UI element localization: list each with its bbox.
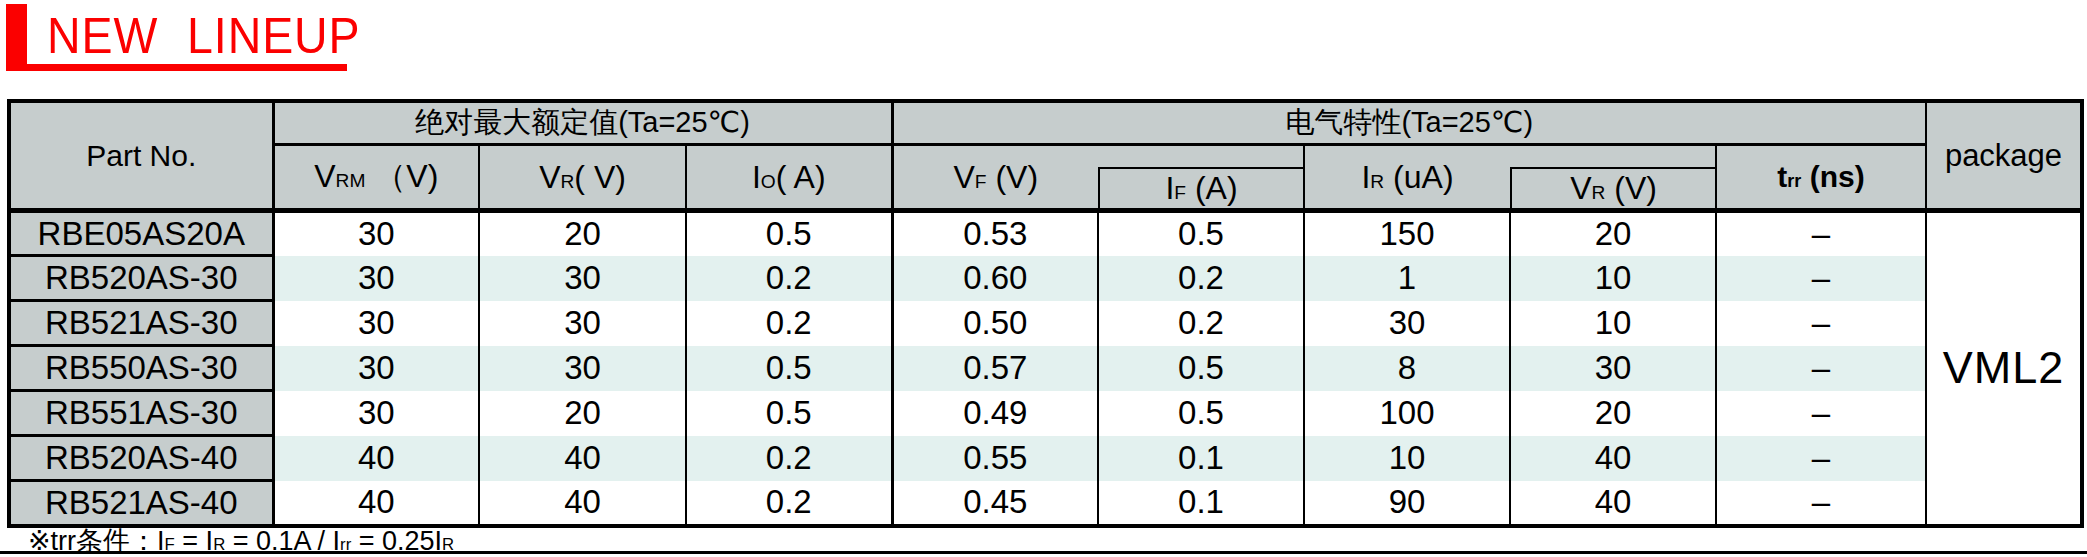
table-row: RB550AS-30 30 30 0.5 0.57 0.5 8 30 –: [9, 346, 2082, 391]
cell-if: 0.2: [1098, 301, 1304, 346]
header-row-groups: Part No. 绝对最大额定值(Ta=25℃) 电气特性(Ta=25℃) pa…: [9, 101, 2082, 145]
cell-if: 0.1: [1098, 436, 1304, 481]
group-header-abs-max: 绝对最大额定值(Ta=25℃): [273, 101, 892, 145]
cell-if: 0.2: [1098, 256, 1304, 301]
cell-vf: 0.53: [892, 211, 1098, 256]
spec-table: Part No. 绝对最大额定值(Ta=25℃) 电气特性(Ta=25℃) pa…: [7, 99, 2084, 528]
cell-io: 0.2: [686, 256, 892, 301]
cell-vf: 0.55: [892, 436, 1098, 481]
cell-part-no: RB550AS-30: [9, 346, 273, 391]
cell-ir: 10: [1304, 436, 1510, 481]
cell-part-no: RB521AS-40: [9, 481, 273, 526]
cell-io: 0.2: [686, 436, 892, 481]
cell-vrm: 30: [273, 211, 479, 256]
cell-if: 0.5: [1098, 346, 1304, 391]
col-header-if: IF (A): [1098, 145, 1304, 211]
table-row: RB551AS-30 30 20 0.5 0.49 0.5 100 20 –: [9, 391, 2082, 436]
col-header-trr: trr (ns): [1716, 145, 1926, 211]
cell-vr-max: 20: [479, 391, 686, 436]
title-accent-bar: [6, 4, 27, 71]
cell-trr: –: [1716, 391, 1926, 436]
col-header-io: IO( A): [686, 145, 892, 211]
cell-vr: 40: [1510, 481, 1716, 526]
cell-io: 0.5: [686, 391, 892, 436]
cell-if: 0.5: [1098, 391, 1304, 436]
cell-vrm: 30: [273, 301, 479, 346]
table-row: RBE05AS20A 30 20 0.5 0.53 0.5 150 20 – V…: [9, 211, 2082, 256]
page-title: NEW LINEUP: [47, 7, 361, 65]
cell-part-no: RB520AS-30: [9, 256, 273, 301]
table-row: RB520AS-40 40 40 0.2 0.55 0.1 10 40 –: [9, 436, 2082, 481]
cell-ir: 90: [1304, 481, 1510, 526]
cell-vrm: 30: [273, 256, 479, 301]
cell-vf: 0.45: [892, 481, 1098, 526]
cell-vrm: 30: [273, 391, 479, 436]
cell-io: 0.2: [686, 481, 892, 526]
cell-vf: 0.60: [892, 256, 1098, 301]
cell-vf: 0.49: [892, 391, 1098, 436]
corner-header-part-no: Part No.: [9, 101, 273, 211]
cell-ir: 100: [1304, 391, 1510, 436]
cell-ir: 150: [1304, 211, 1510, 256]
cell-part-no: RBE05AS20A: [9, 211, 273, 256]
cell-vr-max: 40: [479, 436, 686, 481]
cell-io: 0.2: [686, 301, 892, 346]
col-header-vf: VF (V): [892, 145, 1098, 211]
col-header-vr: VR (V): [1510, 145, 1716, 211]
cell-vr: 40: [1510, 436, 1716, 481]
cell-vr-max: 20: [479, 211, 686, 256]
cell-ir: 30: [1304, 301, 1510, 346]
cell-vr-max: 30: [479, 346, 686, 391]
cell-vr: 30: [1510, 346, 1716, 391]
cell-if: 0.1: [1098, 481, 1304, 526]
cell-vr-max: 30: [479, 301, 686, 346]
cell-vf: 0.50: [892, 301, 1098, 346]
cell-vr: 10: [1510, 301, 1716, 346]
cell-vrm: 40: [273, 481, 479, 526]
cell-io: 0.5: [686, 346, 892, 391]
cell-trr: –: [1716, 211, 1926, 256]
col-header-vrm: VRM （V): [273, 145, 479, 211]
table-row: RB521AS-40 40 40 0.2 0.45 0.1 90 40 –: [9, 481, 2082, 526]
cell-io: 0.5: [686, 211, 892, 256]
cell-vrm: 30: [273, 346, 479, 391]
cell-trr: –: [1716, 481, 1926, 526]
cell-part-no: RB520AS-40: [9, 436, 273, 481]
cell-part-no: RB521AS-30: [9, 301, 273, 346]
title-underline: [27, 64, 347, 71]
page-bottom-rule: [0, 551, 2087, 554]
header-package: package: [1926, 101, 2082, 211]
datasheet-page: NEW LINEUP Part No. 绝对最大额定值(Ta=25℃) 电气特性…: [0, 0, 2087, 557]
cell-ir: 8: [1304, 346, 1510, 391]
cell-vr-max: 40: [479, 481, 686, 526]
cell-trr: –: [1716, 301, 1926, 346]
cell-vr: 20: [1510, 391, 1716, 436]
cell-ir: 1: [1304, 256, 1510, 301]
col-header-vr-box: VR (V): [1510, 167, 1715, 208]
cell-package: VML2: [1926, 211, 2082, 526]
cell-part-no: RB551AS-30: [9, 391, 273, 436]
header-row-columns: VRM （V) VR( V) IO( A) VF (V) IF (A) IR (…: [9, 145, 2082, 211]
col-header-vr-max: VR( V): [479, 145, 686, 211]
cell-vrm: 40: [273, 436, 479, 481]
cell-trr: –: [1716, 346, 1926, 391]
table-row: RB520AS-30 30 30 0.2 0.60 0.2 1 10 –: [9, 256, 2082, 301]
col-header-if-box: IF (A): [1098, 167, 1303, 208]
col-header-ir: IR (uA): [1304, 145, 1510, 211]
group-header-electrical: 电气特性(Ta=25℃): [892, 101, 1926, 145]
cell-if: 0.5: [1098, 211, 1304, 256]
table-row: RB521AS-30 30 30 0.2 0.50 0.2 30 10 –: [9, 301, 2082, 346]
cell-vf: 0.57: [892, 346, 1098, 391]
cell-trr: –: [1716, 256, 1926, 301]
cell-vr: 10: [1510, 256, 1716, 301]
cell-vr: 20: [1510, 211, 1716, 256]
cell-trr: –: [1716, 436, 1926, 481]
cell-vr-max: 30: [479, 256, 686, 301]
